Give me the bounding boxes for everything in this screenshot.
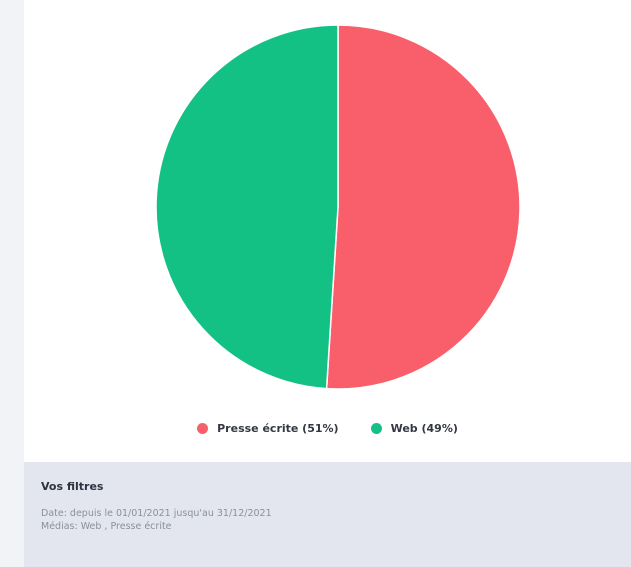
filters-date: Date: depuis le 01/01/2021 jusqu'au 31/1…	[41, 508, 272, 519]
pie-slice-1[interactable]	[155, 24, 339, 390]
pie-chart	[155, 24, 521, 390]
legend-label-web: Web (49%)	[390, 422, 458, 435]
legend-dot-presse	[197, 423, 209, 434]
filters-panel: Vos filtres Date: depuis le 01/01/2021 j…	[24, 462, 631, 567]
filters-media: Médias: Web , Presse écrite	[41, 521, 172, 532]
pie-slice-0[interactable]	[325, 24, 521, 390]
legend-dot-web	[370, 423, 382, 434]
legend-item-presse[interactable]: Presse écrite (51%)	[197, 422, 339, 435]
legend-item-web[interactable]: Web (49%)	[370, 422, 458, 435]
chart-card: Presse écrite (51%) Web (49%) Vos filtre…	[24, 0, 631, 567]
filters-title: Vos filtres	[41, 480, 104, 493]
legend-label-presse: Presse écrite (51%)	[217, 422, 339, 435]
chart-legend: Presse écrite (51%) Web (49%)	[24, 422, 631, 435]
